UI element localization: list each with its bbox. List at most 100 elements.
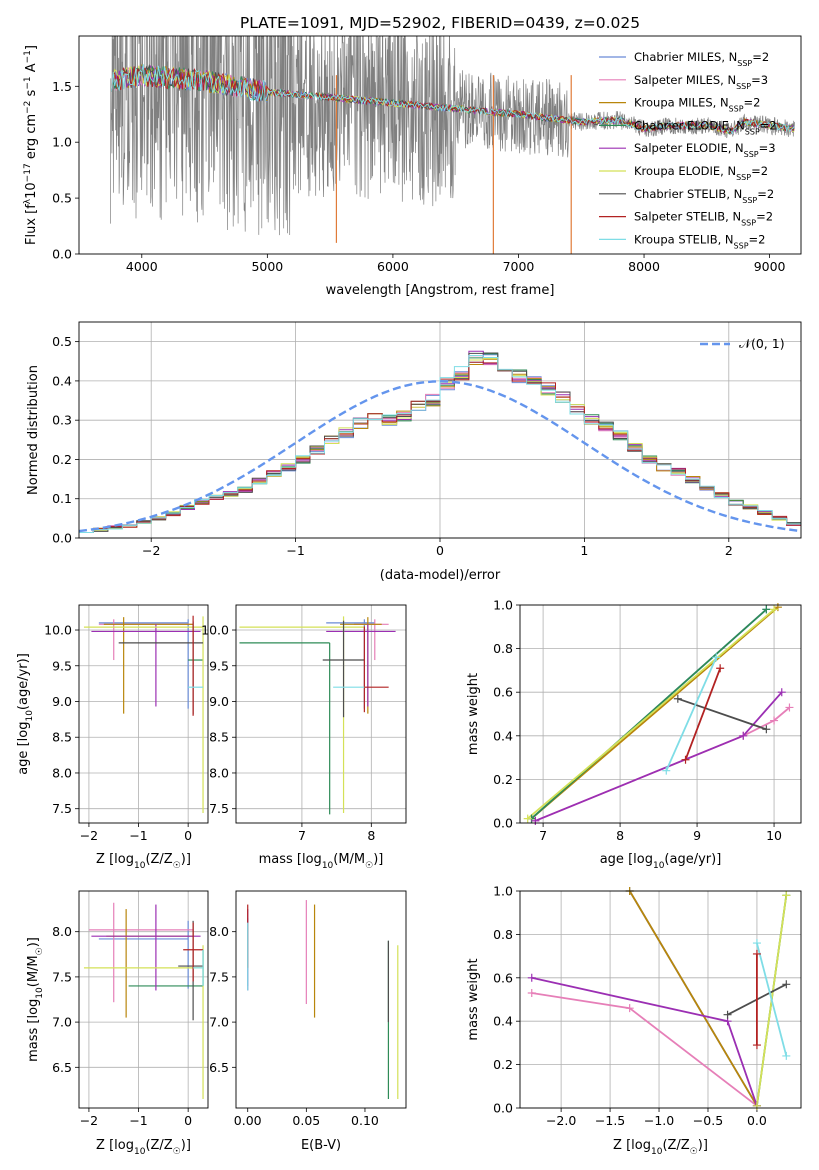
mass-weight-line (756, 942, 788, 1057)
x-tick-label: 7 (298, 828, 306, 843)
x-axis-label-part: mass [log (259, 852, 322, 867)
y-axis-label-part: −17 (23, 163, 33, 182)
residual-histogram (79, 355, 801, 533)
age-vs-z-panel: −2 −1 07.58.08.59.09.510.0Z [log10(Z/Z☉)]a… (16, 604, 209, 871)
y-axis-label-part: s (24, 89, 39, 100)
y-tick-label: 6.5 (209, 1060, 229, 1075)
x-tick-label: 8 (616, 828, 624, 843)
x-axis-label-part: age [log (600, 852, 653, 867)
y-tick-label: 7.5 (209, 969, 229, 984)
y-tick-label: 8.0 (209, 765, 229, 780)
mass-weight-line (530, 608, 767, 820)
y-tick-label: 9.0 (209, 694, 229, 709)
axes-frame (235, 604, 407, 824)
x-axis-label-part: Z [log (613, 1138, 651, 1153)
mass-weight-marker (723, 1010, 732, 1019)
legend-entry-text: Kroupa ELODIE, N (634, 164, 736, 178)
mass-weight-marker (770, 605, 779, 614)
legend-entry-count: =2 (749, 232, 766, 246)
legend-entry-subscript: SSP (742, 195, 757, 204)
legend-entry-subscript: SSP (744, 150, 759, 159)
y-axis-label-part: ] (24, 45, 39, 50)
mass-weight-marker (777, 688, 786, 697)
age-vs-mass-panel: 7 8 7.5 8.0 8.5 9.0 9.5 10.0 mass [log10(M/M☉)] (201, 604, 407, 871)
residual-panel: −2 −1 0 1 2 0.0 0.1 0.2 0.3 0.4 0.5 𝒩(0, 1) (data-mo… (26, 321, 802, 583)
x-tick-label: 7 (539, 828, 547, 843)
x-axis-label: (data-model)/error (380, 568, 501, 583)
x-tick-label: −2 (80, 828, 98, 843)
y-tick-label: 0.0 (493, 1101, 513, 1116)
legend-entry-subscript: SSP (736, 173, 751, 182)
mass-weight-line (531, 976, 758, 1107)
axes-frame (235, 890, 407, 1109)
x-tick-label: 0 (184, 1113, 192, 1128)
x-tick-label: 4000 (126, 259, 158, 274)
plot-area (83, 615, 204, 813)
legend-entry-text: Kroupa STELIB, N (634, 232, 734, 246)
y-tick-label: 0.6 (493, 970, 513, 985)
mass-weight-line (665, 656, 718, 772)
x-axis-label-part: )] (698, 1138, 708, 1153)
axes-frame (78, 321, 802, 539)
legend-entry: Salpeter ELODIE, NSSP=3 (634, 141, 776, 159)
figure-title: PLATE=1091, MJD=52902, FIBERID=0439, z=0… (240, 14, 640, 32)
x-tick-label: 0 (184, 828, 192, 843)
legend-entry-count: =3 (759, 141, 776, 155)
x-axis-label-part: Z [log (96, 1138, 134, 1153)
y-axis-label-part: mass [log (26, 999, 41, 1062)
legend-entry: Kroupa MILES, NSSP=2 (634, 96, 760, 114)
y-tick-label: 7.0 (52, 1015, 72, 1030)
plot-area (79, 350, 801, 533)
x-axis-label-part: 10 (134, 861, 146, 871)
y-axis-label: age [log10(age/yr)] (16, 653, 35, 775)
plot-area (83, 902, 204, 1099)
x-axis-label-part: Z [log (96, 852, 134, 867)
mass-weight-vs-z-panel: −2.0 −1.5 −1.0 −0.5 0.0 0.0 0.2 0.4 0.6 0.8 1.0 Z [… (466, 884, 802, 1157)
x-axis-label-part: )] (373, 852, 383, 867)
legend-entry: Chabrier MILES, NSSP=2 (634, 50, 769, 68)
legend-entry-text: Salpeter STELIB, N (634, 210, 741, 224)
x-axis-label-part: ☉ (690, 1147, 698, 1157)
y-tick-label: 0.2 (493, 772, 513, 787)
legend-entry-count: =2 (760, 118, 777, 132)
y-axis-label-part: ☉ (35, 947, 45, 955)
x-axis-label-part: ☉ (173, 861, 181, 871)
x-axis-label: wavelength [Angstrom, rest frame] (326, 283, 555, 298)
mass-weight-marker (770, 716, 779, 725)
y-tick-label: 0.6 (493, 685, 513, 700)
plot-area (110, 36, 795, 254)
x-tick-label: 0.00 (234, 1113, 262, 1128)
y-tick-label: 0.5 (52, 334, 72, 349)
y-tick-label: 8.5 (209, 730, 229, 745)
legend-entry-subscript: SSP (737, 59, 752, 68)
y-axis-label-part: (M/M (26, 955, 41, 987)
y-axis-label: Flux [fλ10−17 erg cm−2 s−1 A−1] (23, 45, 39, 245)
y-tick-label: 9.0 (52, 694, 72, 709)
y-axis-label-part: 10 (24, 182, 39, 199)
x-tick-label: 0 (436, 543, 444, 558)
y-tick-label: 6.5 (52, 1060, 72, 1075)
mass-weight-marker (752, 1101, 761, 1110)
legend-entry-text: Chabrier STELIB, N (634, 187, 742, 201)
x-axis-label-part: (Z/Z (662, 1138, 689, 1153)
y-tick-label: 0.0 (52, 531, 72, 546)
mass-weight-marker (625, 1004, 634, 1013)
axes-frame (519, 604, 802, 824)
x-tick-label: −2 (80, 1113, 98, 1128)
y-axis-label-part: −1 (23, 50, 33, 63)
x-axis-label: age [log10(age/yr)] (600, 852, 722, 871)
y-tick-label: 8.0 (52, 924, 72, 939)
x-tick-label: 7000 (503, 259, 535, 274)
x-tick-label: 0.10 (351, 1113, 379, 1128)
mass-weight-line (535, 691, 783, 822)
mass-weight-marker (785, 703, 794, 712)
y-tick-label: 0.4 (52, 373, 72, 388)
plot-area (531, 891, 788, 1107)
x-tick-label: 8000 (628, 259, 660, 274)
y-axis-label: mass [log10(M/M☉)] (26, 937, 45, 1062)
mass-weight-marker (752, 949, 761, 958)
x-tick-label: −1 (286, 543, 304, 558)
legend-entry-subscript: SSP (736, 81, 751, 90)
axes-frame (78, 890, 209, 1109)
